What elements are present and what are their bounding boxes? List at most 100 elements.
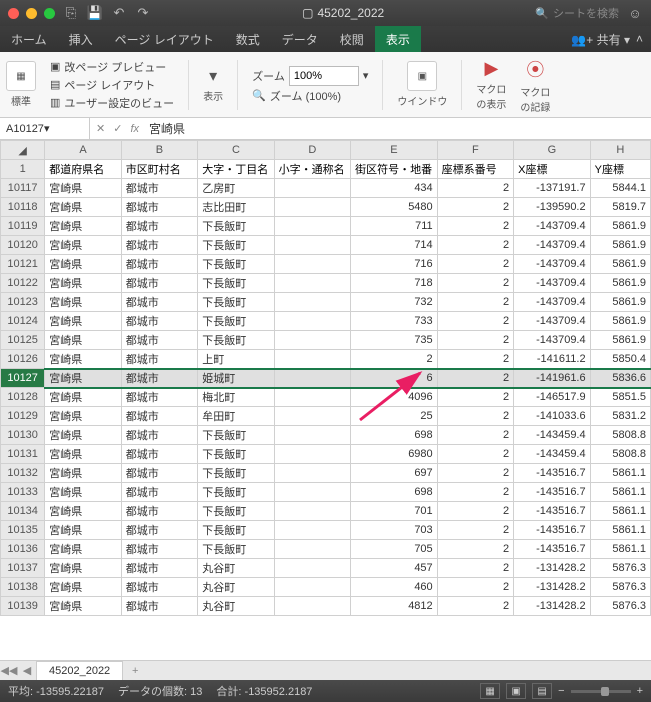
cell[interactable]: 都城市 — [121, 578, 197, 597]
cell[interactable]: 5844.1 — [590, 179, 650, 198]
cell[interactable]: 698 — [351, 483, 438, 502]
cell[interactable]: 4812 — [351, 597, 438, 616]
header-cell[interactable]: Y座標 — [590, 160, 650, 179]
cell[interactable]: 下長飯町 — [198, 464, 274, 483]
cell[interactable]: 宮崎県 — [45, 540, 121, 559]
cell[interactable]: 下長飯町 — [198, 255, 274, 274]
cell[interactable]: 2 — [437, 217, 513, 236]
cell[interactable] — [274, 445, 350, 464]
row-header-1[interactable]: 1 — [1, 160, 45, 179]
cell[interactable] — [274, 331, 350, 350]
cell[interactable]: 宮崎県 — [45, 255, 121, 274]
row-header[interactable]: 10137 — [1, 559, 45, 578]
cell[interactable]: 宮崎県 — [45, 502, 121, 521]
cell[interactable]: 5876.3 — [590, 559, 650, 578]
cell[interactable]: -131428.2 — [514, 578, 590, 597]
cell[interactable]: 宮崎県 — [45, 597, 121, 616]
header-cell[interactable]: 大字・丁目名 — [198, 160, 274, 179]
cell[interactable]: 宮崎県 — [45, 179, 121, 198]
cell[interactable]: -139590.2 — [514, 198, 590, 217]
cell[interactable]: 2 — [437, 179, 513, 198]
sheet-nav-prev[interactable]: ◀ — [18, 664, 36, 677]
cell[interactable]: 5808.8 — [590, 426, 650, 445]
cell[interactable]: 5861.9 — [590, 274, 650, 293]
cell[interactable]: 2 — [437, 597, 513, 616]
cell[interactable]: 都城市 — [121, 331, 197, 350]
sheet-search[interactable]: 🔍 シートを検索 — [535, 5, 619, 21]
row-header[interactable]: 10134 — [1, 502, 45, 521]
window-group[interactable]: ▣ ウインドウ — [397, 61, 447, 108]
cell[interactable]: 下長飯町 — [198, 236, 274, 255]
ribbon-tab-3[interactable]: 数式 — [225, 26, 271, 52]
cell[interactable]: 下長飯町 — [198, 483, 274, 502]
cell[interactable] — [274, 293, 350, 312]
spreadsheet-grid[interactable]: ◢ABCDEFGH 1都道府県名市区町村名大字・丁目名小字・通称名街区符号・地番… — [0, 140, 651, 616]
autosave-icon[interactable]: ⎘ — [63, 5, 79, 21]
cell[interactable]: 2 — [437, 540, 513, 559]
cell[interactable]: 2 — [437, 521, 513, 540]
cell[interactable]: 都城市 — [121, 426, 197, 445]
row-header[interactable]: 10138 — [1, 578, 45, 597]
cell[interactable]: 都城市 — [121, 540, 197, 559]
cell[interactable]: 宮崎県 — [45, 312, 121, 331]
cell[interactable]: 2 — [437, 388, 513, 407]
row-header[interactable]: 10125 — [1, 331, 45, 350]
ribbon-tab-6[interactable]: 表示 — [375, 26, 421, 52]
sheet-nav-first[interactable]: ◀◀ — [0, 664, 18, 677]
cell[interactable]: 2 — [437, 312, 513, 331]
row-header[interactable]: 10122 — [1, 274, 45, 293]
ribbon-tab-2[interactable]: ページ レイアウト — [104, 26, 225, 52]
zoom-out[interactable]: − — [558, 685, 564, 697]
header-cell[interactable]: 都道府県名 — [45, 160, 121, 179]
cell[interactable]: 2 — [437, 407, 513, 426]
row-header[interactable]: 10132 — [1, 464, 45, 483]
cell[interactable]: -141611.2 — [514, 350, 590, 369]
cell[interactable]: 下長飯町 — [198, 274, 274, 293]
ribbon-tab-0[interactable]: ホーム — [0, 26, 58, 52]
cell[interactable]: 733 — [351, 312, 438, 331]
zoom-100-button[interactable]: 🔍 ズーム (100%) — [252, 88, 368, 104]
row-header[interactable]: 10135 — [1, 521, 45, 540]
cell[interactable] — [274, 198, 350, 217]
cell[interactable]: 宮崎県 — [45, 236, 121, 255]
cell[interactable]: 都城市 — [121, 217, 197, 236]
cell[interactable]: 434 — [351, 179, 438, 198]
cell[interactable]: 都城市 — [121, 179, 197, 198]
page-break-icon[interactable]: ▤ — [532, 683, 552, 699]
row-header[interactable]: 10126 — [1, 350, 45, 369]
cell[interactable]: -131428.2 — [514, 597, 590, 616]
cell[interactable]: 宮崎県 — [45, 578, 121, 597]
cell[interactable]: 698 — [351, 426, 438, 445]
cell[interactable]: 711 — [351, 217, 438, 236]
page-break-preview[interactable]: ▣ 改ページ プレビュー — [50, 59, 174, 75]
cell[interactable]: 25 — [351, 407, 438, 426]
cell[interactable]: 2 — [437, 198, 513, 217]
cell[interactable]: 2 — [351, 350, 438, 369]
cell[interactable]: 下長飯町 — [198, 426, 274, 445]
cell[interactable]: 都城市 — [121, 521, 197, 540]
cell[interactable]: 都城市 — [121, 350, 197, 369]
cell[interactable]: 2 — [437, 426, 513, 445]
cell[interactable]: 2 — [437, 578, 513, 597]
cell[interactable]: -143459.4 — [514, 445, 590, 464]
close-window[interactable] — [8, 8, 19, 19]
ribbon-tab-4[interactable]: データ — [271, 26, 329, 52]
col-header-E[interactable]: E — [351, 141, 438, 160]
row-header[interactable]: 10131 — [1, 445, 45, 464]
row-header[interactable]: 10118 — [1, 198, 45, 217]
cell[interactable]: 735 — [351, 331, 438, 350]
cell[interactable]: 2 — [437, 350, 513, 369]
row-header[interactable]: 10123 — [1, 293, 45, 312]
cell[interactable]: 梅北町 — [198, 388, 274, 407]
cell[interactable]: -137191.7 — [514, 179, 590, 198]
cell[interactable] — [274, 217, 350, 236]
ribbon-tab-5[interactable]: 校閲 — [329, 26, 375, 52]
cell[interactable]: 志比田町 — [198, 198, 274, 217]
cell[interactable]: 宮崎県 — [45, 521, 121, 540]
cell[interactable]: 下長飯町 — [198, 521, 274, 540]
cell[interactable]: 5861.1 — [590, 502, 650, 521]
header-cell[interactable]: 座標系番号 — [437, 160, 513, 179]
cell[interactable]: 5836.6 — [590, 369, 650, 388]
sheet-tab-active[interactable]: 45202_2022 — [36, 661, 123, 680]
ribbon-tab-1[interactable]: 挿入 — [58, 26, 104, 52]
